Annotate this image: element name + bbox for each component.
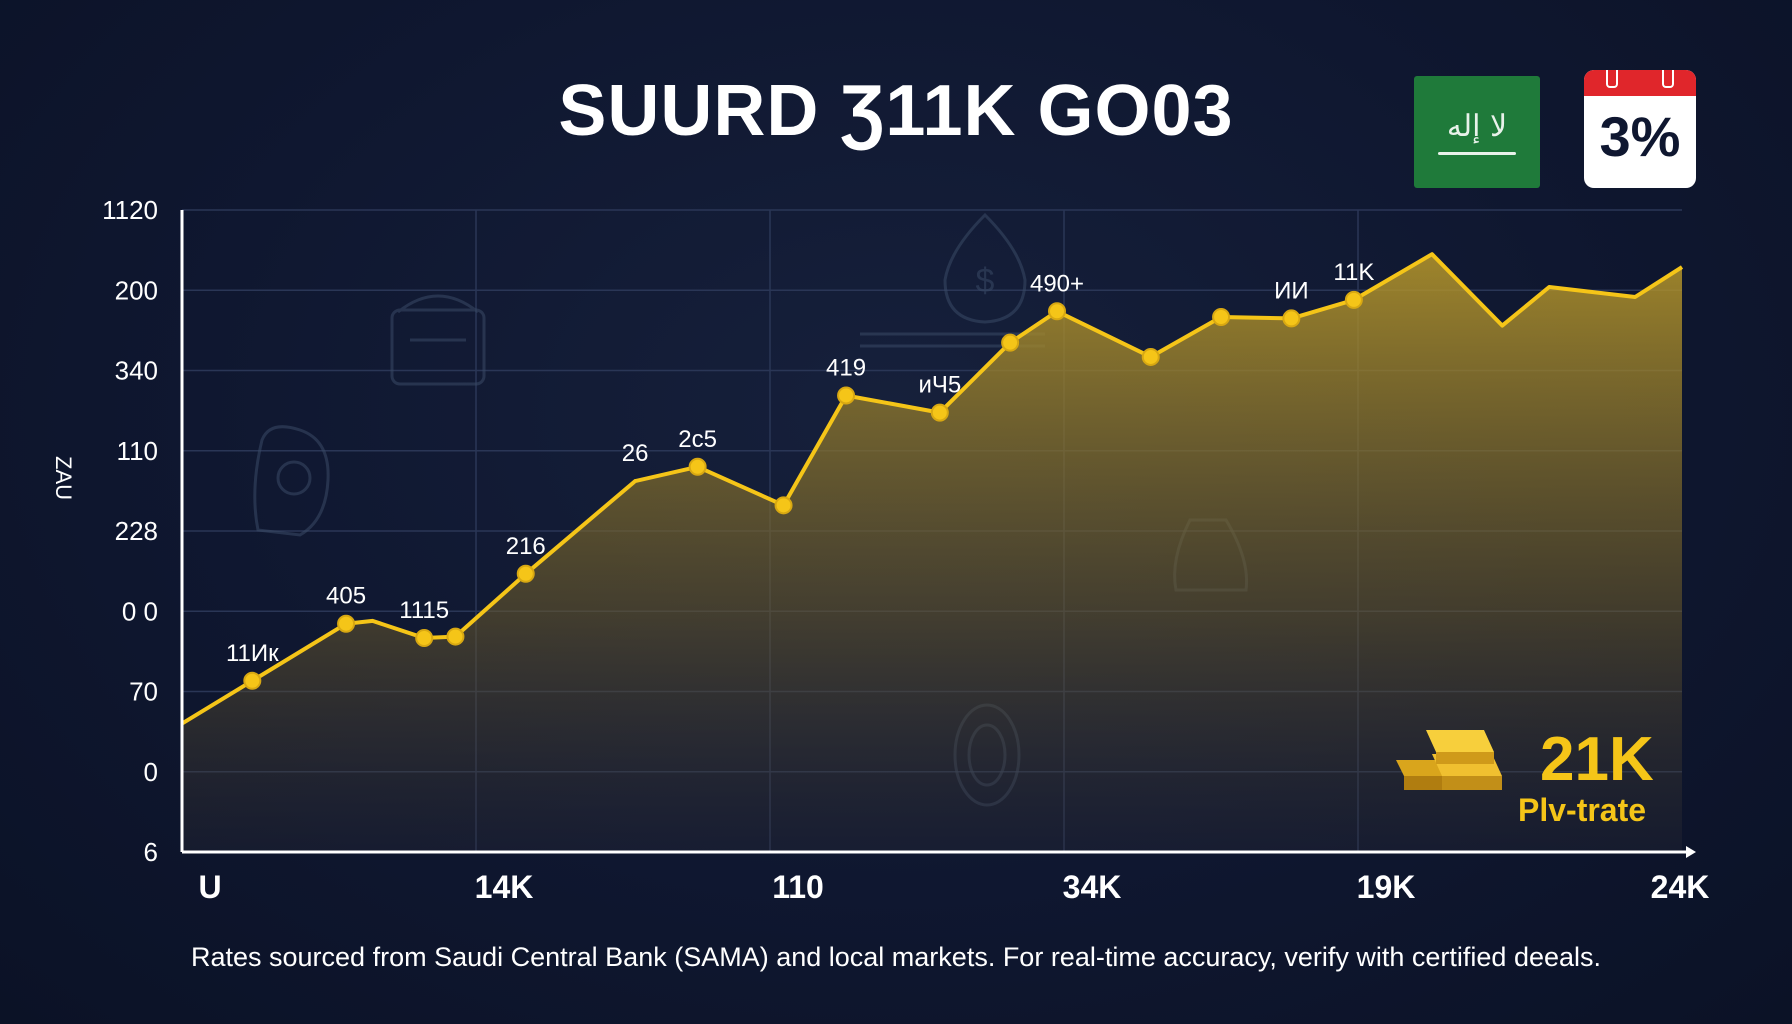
- data-label: 216: [506, 533, 546, 560]
- x-tick-label: 34K: [1063, 869, 1122, 905]
- data-point: [243, 671, 262, 690]
- data-point: [1048, 302, 1066, 321]
- data-point: [1282, 309, 1301, 328]
- y-tick-label: 6: [144, 837, 158, 867]
- data-point: [1141, 347, 1160, 366]
- y-axis-label: ZAU: [51, 456, 76, 500]
- data-point: [1212, 308, 1231, 326]
- y-tick-label: 228: [115, 516, 158, 546]
- data-label: 490+: [1030, 270, 1084, 297]
- money-bag-icon: $: [860, 212, 1045, 348]
- chart-title: SUURD Ʒ11K GO03: [558, 71, 1234, 151]
- y-tick-label: 110: [117, 436, 158, 466]
- data-label: 11Ик: [226, 640, 279, 667]
- badge-caption: Plv-trate: [1518, 792, 1647, 828]
- data-point: [1344, 290, 1363, 309]
- footnote: Rates sourced from Saudi Central Bank (S…: [190, 942, 1602, 972]
- data-label: 11K: [1333, 259, 1374, 286]
- data-point: [516, 564, 535, 583]
- y-tick-label: 340: [115, 356, 158, 386]
- data-point: [774, 496, 793, 515]
- x-tick-label: 19K: [1357, 869, 1416, 905]
- data-point: [337, 614, 356, 633]
- y-tick-label: 0 0: [122, 596, 158, 626]
- data-point: [930, 403, 949, 422]
- axes: [180, 210, 1696, 858]
- gold-bars-icon: [1396, 730, 1502, 790]
- x-tick-label: 24K: [1651, 869, 1710, 905]
- data-point: [1001, 333, 1020, 352]
- badge-value: 21K: [1540, 725, 1654, 794]
- data-label: 26: [622, 440, 649, 467]
- data-label: иЧ5: [918, 372, 961, 399]
- data-label: 419: [826, 354, 866, 381]
- x-axis-arrow: [1686, 846, 1696, 858]
- calendar-text: 3%: [1599, 105, 1681, 168]
- building-icon: [390, 294, 486, 386]
- y-ticks: 1120 200 340 110 228 0 0 70 0 6: [102, 195, 158, 867]
- x-tick-label: U: [198, 869, 221, 905]
- x-tick-label: 14K: [475, 869, 534, 905]
- data-label: ИИ: [1274, 277, 1309, 304]
- data-label: 2с5: [678, 426, 717, 453]
- data-labels: 11Ик 405 1115 216 26 2с5 419 иЧ5 490+ ИИ 11K: [226, 259, 1374, 667]
- data-label: 1115: [399, 597, 449, 624]
- data-point: [688, 457, 707, 476]
- calendar-icon: 3%: [1584, 70, 1696, 188]
- data-label: 405: [326, 583, 366, 610]
- x-ticks: U 14K 110 34K 19K 24K: [198, 869, 1709, 905]
- x-tick-label: 110: [772, 869, 824, 905]
- sword-stripe: [1438, 152, 1516, 155]
- area-fill: [182, 254, 1682, 852]
- gold-badge: 21K Plv-trate: [1392, 724, 1692, 834]
- saudi-flag-icon: لا إله: [1414, 76, 1540, 188]
- data-point: [837, 386, 856, 405]
- markers: [243, 290, 1363, 690]
- y-tick-label: 1120: [102, 195, 158, 225]
- svg-text:$: $: [976, 262, 995, 300]
- y-tick-label: 70: [129, 677, 158, 707]
- data-point: [446, 627, 465, 646]
- data-point: [415, 629, 434, 647]
- hand-coin-icon: [253, 425, 330, 537]
- y-tick-label: 200: [115, 275, 158, 305]
- y-tick-label: 0: [144, 757, 158, 787]
